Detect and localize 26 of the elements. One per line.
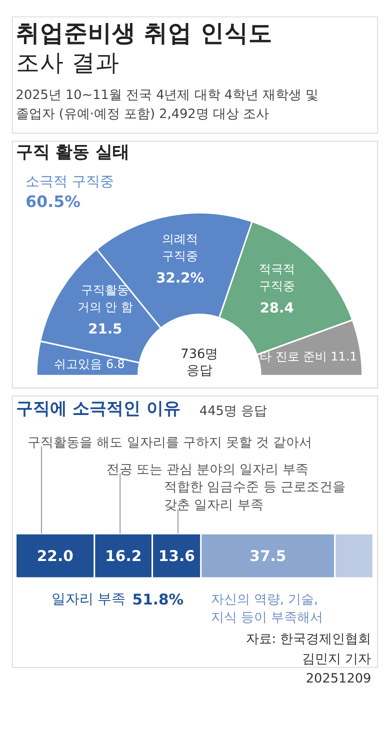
text: 소극적 구직중 60.5% <box>26 174 114 211</box>
chart-title: 구직에 소극적인 이유 <box>16 398 180 418</box>
text: 자료: 한국경제인협회 <box>246 632 372 648</box>
data-label: 13.6 <box>158 548 195 565</box>
text: 일자리 부족 51.8% <box>51 592 184 609</box>
text: 취업준비생 취업 인식도 조사 결과 <box>16 18 272 77</box>
text: 736명 응답 <box>180 346 218 379</box>
series-label: 자신의 역량, 기술, 지식 등이 부족해서 <box>210 592 323 626</box>
slice-label: 구직활동 거의 안 함 <box>77 283 133 314</box>
chart-title: 구직 활동 실태 <box>16 141 130 162</box>
chart-subtitle: 445명 응답 <box>199 404 267 420</box>
data-label: 22.0 <box>36 548 74 565</box>
slice-label: 적극적 구직중 <box>258 262 295 293</box>
slice-label: 의례적 구직중 <box>162 232 198 263</box>
data-label: 21.5 <box>88 322 122 338</box>
text: 김민지 기자 <box>302 652 372 667</box>
data-label: 16.2 <box>105 548 142 565</box>
text: 구직활동을 해도 일자리를 구하지 못할 것 같아서 <box>28 436 312 451</box>
slice-label: 쉬고있음 6.8 <box>54 356 125 371</box>
data-label: 37.5 <box>250 548 286 565</box>
text: 전공 또는 관심 분야의 일자리 부족 <box>106 462 309 478</box>
text: 20251209 <box>306 672 372 687</box>
data-label: 32.2% <box>156 270 204 287</box>
series-label: 적합한 임금수준 등 근로조건을 갖춘 일자리 부족 <box>164 480 346 513</box>
text: 2025년 10~11월 전국 4년제 대학 4학년 재학생 및 졸업자 (유예·예정 포함) 2,492명 대상 조사 <box>16 88 319 122</box>
data-label: 28.4 <box>260 300 294 317</box>
